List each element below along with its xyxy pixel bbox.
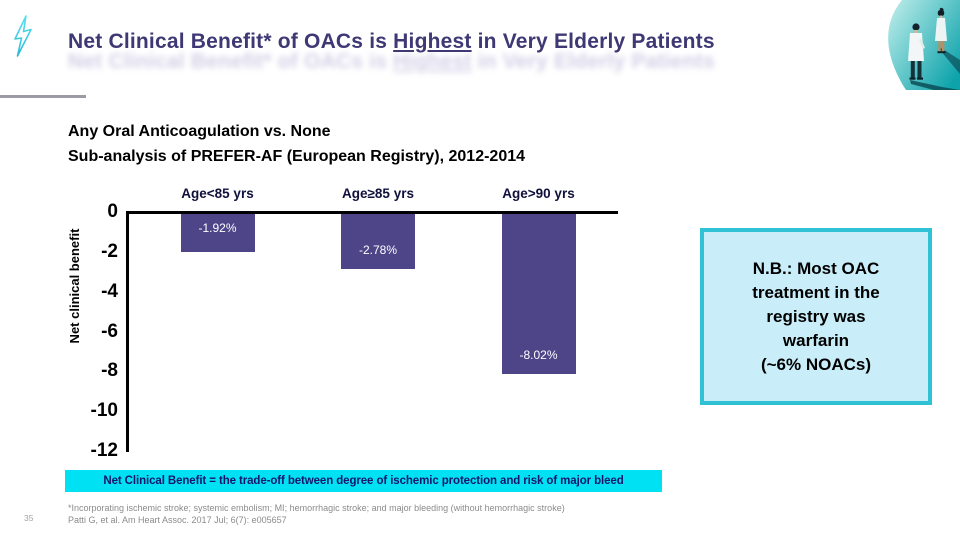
- title-prefix: Net Clinical Benefit* of OACs is: [68, 30, 394, 53]
- category-header: Age<85 yrs: [181, 186, 254, 201]
- bar-value-label: -8.02%: [519, 348, 558, 362]
- y-tick-label: -4: [101, 280, 118, 302]
- bar: -8.02%: [501, 214, 576, 374]
- title-suffix: in Very Elderly Patients: [471, 30, 715, 53]
- title-underlined-word: Highest: [393, 30, 472, 53]
- two-doctors-illustration: [888, 0, 960, 90]
- definition-strip: Net Clinical Benefit = the trade-off bet…: [65, 470, 662, 492]
- chart-subtitle: Any Oral Anticoagulation vs. None Sub-an…: [68, 119, 525, 169]
- footnote-line-1: *Incorporating ischemic stroke; systemic…: [68, 503, 565, 513]
- x-axis-line: [126, 211, 618, 214]
- footnote: *Incorporating ischemic stroke; systemic…: [68, 502, 565, 526]
- y-axis-line: [126, 211, 129, 452]
- category-header: Age≥85 yrs: [342, 186, 414, 201]
- subtitle-line-2: Sub-analysis of PREFER-AF (European Regi…: [68, 148, 526, 165]
- note-box-text: N.B.: Most OAC treatment in the registry w…: [752, 258, 880, 374]
- page-number: 35: [24, 513, 34, 523]
- y-tick-label: -2: [101, 240, 118, 262]
- bar-value-label: -1.92%: [198, 221, 237, 235]
- category-header: Age>90 yrs: [502, 186, 575, 201]
- header-divider-line: [0, 95, 86, 98]
- y-tick-label: -10: [90, 400, 118, 422]
- y-tick-label: -6: [101, 320, 118, 342]
- y-tick-label: 0: [107, 201, 118, 222]
- footnote-line-2: Patti G, et al. Am Heart Assoc. 2017 Jul…: [68, 515, 287, 525]
- definition-text: Net Clinical Benefit = the trade-off bet…: [103, 475, 624, 487]
- bar: -1.92%: [180, 214, 255, 252]
- subtitle-line-1: Any Oral Anticoagulation vs. None: [68, 123, 331, 140]
- bar: -2.78%: [341, 214, 415, 269]
- y-tick-label: -8: [101, 360, 118, 382]
- note-box: N.B.: Most OAC treatment in the registry w…: [700, 228, 932, 405]
- lightning-bolt-icon: [14, 15, 32, 57]
- y-tick-label: -12: [90, 440, 118, 461]
- page-title: Net Clinical Benefit* of OACs is Highest…: [68, 30, 828, 54]
- bar-value-label: -2.78%: [358, 243, 398, 257]
